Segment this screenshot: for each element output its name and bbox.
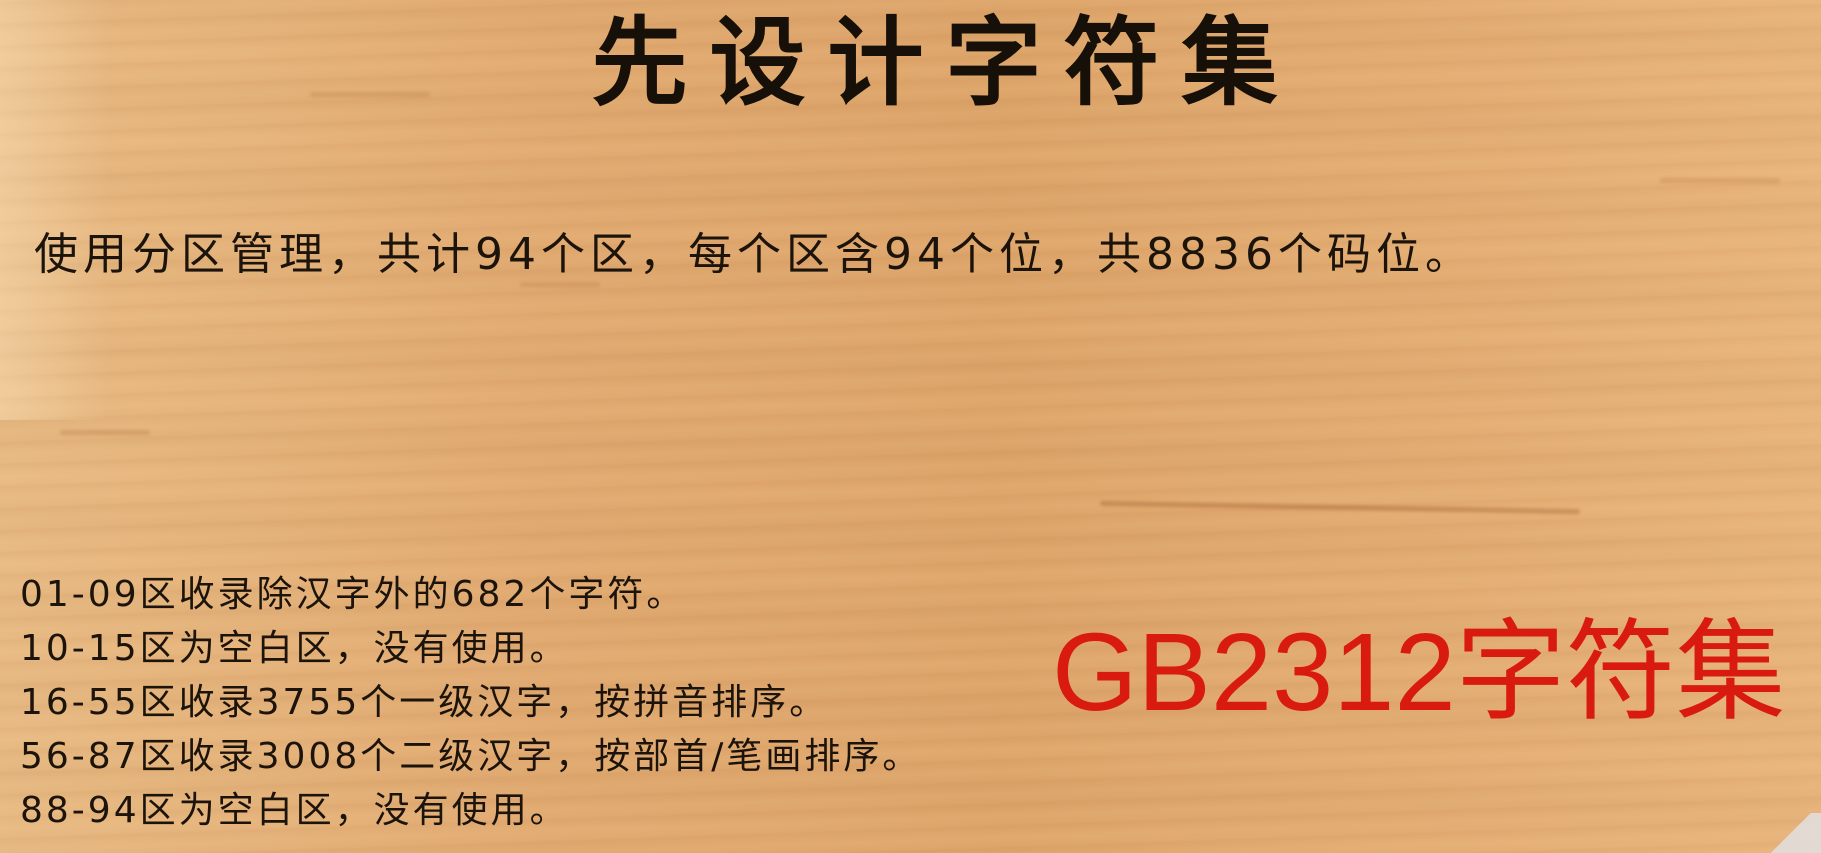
light-band	[0, 0, 110, 420]
wood-grain-streak	[310, 92, 430, 97]
zone-item: 10-15区为空白区，没有使用。	[20, 628, 569, 669]
zone-list: 01-09区收录除汉字外的682个字符。 10-15区为空白区，没有使用。 16…	[20, 568, 921, 838]
zone-item: 88-94区为空白区，没有使用。	[20, 790, 569, 831]
zone-item: 56-87区收录3008个二级汉字，按部首/笔画排序。	[20, 736, 922, 777]
charset-highlight-label: GB2312字符集	[1052, 611, 1786, 734]
wood-grain-streak	[1099, 500, 1581, 515]
wood-grain-streak	[520, 282, 600, 287]
wood-grain-streak	[1660, 178, 1780, 183]
intro-text: 使用分区管理，共计94个区，每个区含94个位，共8836个码位。	[34, 229, 1474, 280]
page-curl-icon	[1761, 813, 1821, 853]
wood-grain-streak	[60, 430, 150, 435]
zone-item: 01-09区收录除汉字外的682个字符。	[20, 574, 686, 615]
slide-title: 先设计字符集	[591, 7, 1300, 119]
zone-item: 16-55区收录3755个一级汉字，按拼音排序。	[20, 682, 829, 723]
